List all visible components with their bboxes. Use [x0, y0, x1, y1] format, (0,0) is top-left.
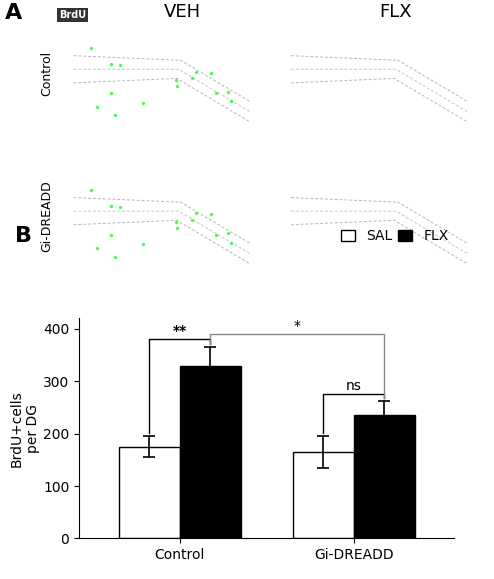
Text: GCL: GCL [132, 26, 148, 35]
Legend: SAL, FLX: SAL, FLX [339, 226, 452, 246]
Text: A: A [5, 3, 22, 23]
Text: Gi-DREADD: Gi-DREADD [41, 180, 53, 251]
Text: ML: ML [162, 20, 173, 28]
Text: BrdU: BrdU [59, 10, 86, 20]
Text: Hilus: Hilus [99, 33, 118, 42]
Text: FLX: FLX [379, 3, 412, 21]
Bar [354, 415, 414, 538]
Bar [293, 452, 354, 538]
Text: B: B [15, 226, 32, 246]
Y-axis label: BrdU+cells
per DG: BrdU+cells per DG [10, 390, 40, 467]
Text: *: * [293, 319, 301, 333]
Bar [180, 365, 241, 538]
Bar [119, 447, 180, 538]
Text: VEH: VEH [164, 3, 202, 21]
Text: ns: ns [346, 379, 362, 393]
Text: Control: Control [41, 52, 53, 96]
Text: **: ** [173, 324, 187, 338]
